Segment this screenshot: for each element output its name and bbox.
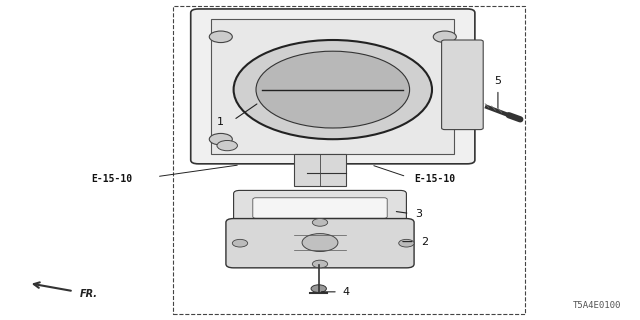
Text: T5A4E0100: T5A4E0100 [572, 301, 621, 310]
Text: 2: 2 [421, 236, 428, 247]
Text: FR.: FR. [80, 289, 98, 299]
FancyBboxPatch shape [442, 40, 483, 130]
Circle shape [433, 31, 456, 43]
Bar [173, 6, 525, 314]
Text: 1: 1 [218, 117, 224, 127]
Text: E-15-10: E-15-10 [92, 174, 132, 184]
Circle shape [209, 133, 232, 145]
Circle shape [311, 285, 326, 292]
Circle shape [312, 219, 328, 226]
Circle shape [302, 234, 338, 252]
Circle shape [312, 260, 328, 268]
Text: E-15-10: E-15-10 [415, 174, 456, 184]
FancyBboxPatch shape [226, 219, 414, 268]
Bar [294, 154, 346, 186]
Circle shape [256, 51, 410, 128]
Circle shape [234, 40, 432, 139]
FancyBboxPatch shape [234, 190, 406, 226]
FancyBboxPatch shape [253, 198, 387, 218]
Text: 4: 4 [342, 287, 349, 297]
Text: 3: 3 [415, 209, 422, 220]
FancyBboxPatch shape [191, 9, 475, 164]
Circle shape [217, 140, 237, 151]
Bar [211, 19, 454, 154]
Text: 5: 5 [495, 76, 501, 86]
Circle shape [232, 239, 248, 247]
Circle shape [399, 239, 414, 247]
Circle shape [209, 31, 232, 43]
